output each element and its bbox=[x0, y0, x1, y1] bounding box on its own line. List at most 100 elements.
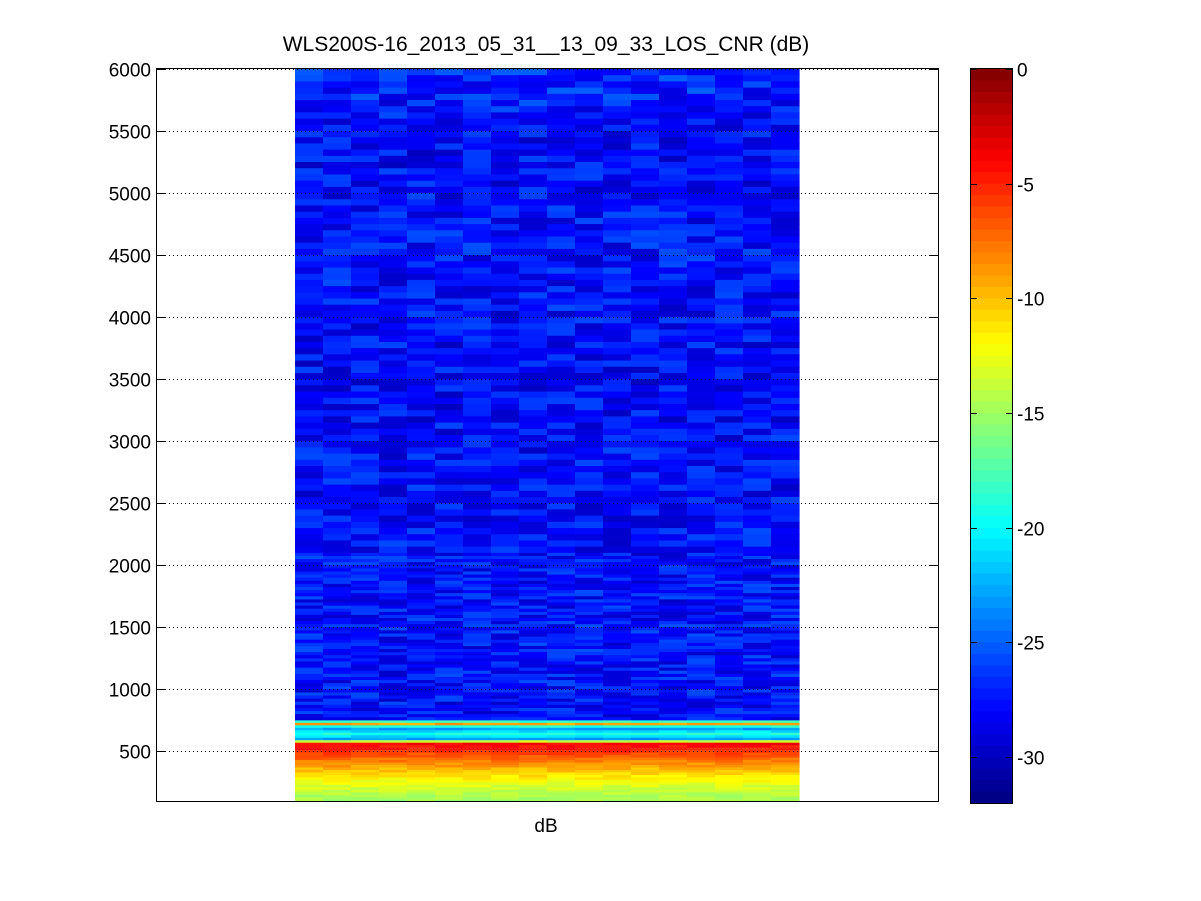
heatmap-cell bbox=[295, 611, 324, 616]
heatmap-cell bbox=[323, 87, 352, 95]
heatmap-cell bbox=[603, 727, 632, 731]
heatmap-cell bbox=[687, 568, 716, 573]
heatmap-cell bbox=[575, 565, 604, 569]
heatmap-cell bbox=[519, 248, 548, 256]
heatmap-cell bbox=[743, 416, 772, 424]
heatmap-cell bbox=[715, 735, 744, 739]
heatmap-cell bbox=[743, 459, 772, 467]
heatmap-cell bbox=[519, 515, 548, 523]
heatmap-cell bbox=[603, 574, 632, 579]
heatmap-cell bbox=[323, 118, 352, 126]
heatmap-cell bbox=[547, 642, 576, 647]
heatmap-cell bbox=[631, 742, 660, 746]
heatmap-cell bbox=[435, 571, 464, 576]
heatmap-cell bbox=[575, 81, 604, 89]
heatmap-cell bbox=[351, 490, 380, 498]
heatmap-cell bbox=[575, 742, 604, 746]
heatmap-cell bbox=[435, 447, 464, 455]
heatmap-cell bbox=[463, 248, 492, 256]
heatmap-cell bbox=[631, 335, 660, 343]
heatmap-cell bbox=[575, 689, 604, 694]
heatmap-cell bbox=[463, 292, 492, 300]
heatmap-cell bbox=[771, 478, 800, 486]
chart-title: WLS200S-16_2013_05_31__13_09_33_LOS_CNR … bbox=[283, 33, 810, 56]
heatmap-cell bbox=[295, 193, 324, 200]
heatmap-cell bbox=[323, 676, 352, 681]
heatmap-cell bbox=[547, 422, 576, 430]
heatmap-cell bbox=[771, 329, 800, 337]
heatmap-cell bbox=[463, 624, 492, 628]
heatmap-cell bbox=[463, 765, 492, 769]
heatmap-cell bbox=[323, 515, 352, 523]
heatmap-cell bbox=[351, 686, 380, 690]
heatmap-cell bbox=[491, 614, 520, 619]
heatmap-cell bbox=[463, 521, 492, 529]
heatmap-cell bbox=[407, 608, 436, 613]
heatmap-cell bbox=[659, 636, 688, 641]
heatmap-cell bbox=[659, 472, 688, 480]
colorbar-tick-label: -25 bbox=[1017, 634, 1044, 655]
heatmap-cell bbox=[631, 574, 660, 579]
heatmap-cell bbox=[407, 124, 436, 132]
heatmap-cell bbox=[743, 435, 772, 442]
heatmap-cell bbox=[547, 605, 576, 610]
heatmap-cell bbox=[631, 695, 660, 700]
heatmap-cell bbox=[743, 769, 772, 774]
heatmap-cell bbox=[351, 360, 380, 368]
heatmap-cell bbox=[603, 534, 632, 542]
heatmap-cell bbox=[547, 267, 576, 275]
heatmap-cell bbox=[351, 453, 380, 461]
heatmap-cell bbox=[491, 725, 520, 729]
heatmap-cell bbox=[407, 717, 436, 721]
heatmap-cell bbox=[407, 767, 436, 771]
heatmap-cell bbox=[603, 725, 632, 729]
heatmap-cell bbox=[519, 767, 548, 771]
heatmap-cell bbox=[435, 767, 464, 771]
heatmap-cell bbox=[295, 366, 324, 374]
heatmap-cell bbox=[323, 722, 352, 726]
heatmap-cell bbox=[407, 605, 436, 610]
heatmap-cell bbox=[491, 652, 520, 656]
heatmap-cell bbox=[379, 329, 408, 337]
heatmap-cell bbox=[435, 335, 464, 343]
heatmap-cell bbox=[407, 403, 436, 411]
heatmap-cell bbox=[771, 174, 800, 182]
heatmap-cell bbox=[715, 722, 744, 726]
heatmap-cell bbox=[687, 385, 716, 393]
colorbar-swatch bbox=[971, 780, 1012, 793]
heatmap-cell bbox=[519, 230, 548, 238]
heatmap-cell bbox=[659, 732, 688, 736]
heatmap-cell bbox=[547, 385, 576, 393]
heatmap-cell bbox=[519, 447, 548, 455]
heatmap-cell bbox=[463, 335, 492, 343]
heatmap-cell bbox=[715, 447, 744, 455]
heatmap-cell bbox=[547, 416, 576, 424]
heatmap-cell bbox=[463, 341, 492, 349]
heatmap-cell bbox=[631, 149, 660, 157]
heatmap-cell bbox=[407, 366, 436, 374]
heatmap-cell bbox=[743, 472, 772, 480]
heatmap-cell bbox=[379, 707, 408, 712]
heatmap-cell bbox=[463, 490, 492, 498]
heatmap-cell bbox=[379, 168, 408, 176]
heatmap-cell bbox=[715, 794, 744, 798]
heatmap-cell bbox=[603, 540, 632, 548]
colorbar-swatch bbox=[971, 768, 1012, 781]
heatmap-cell bbox=[715, 590, 744, 594]
heatmap-cell bbox=[351, 670, 380, 675]
heatmap-cell bbox=[407, 503, 436, 511]
heatmap-cell bbox=[435, 689, 464, 694]
heatmap-cell bbox=[407, 490, 436, 498]
heatmap-cell bbox=[351, 787, 380, 791]
heatmap-cell bbox=[323, 335, 352, 343]
heatmap-cell bbox=[575, 236, 604, 244]
heatmap-cell bbox=[519, 93, 548, 101]
heatmap-cell bbox=[351, 484, 380, 492]
heatmap-cell bbox=[771, 745, 800, 749]
heatmap-cell bbox=[659, 540, 688, 548]
heatmap-cell bbox=[603, 571, 632, 576]
heatmap-cell bbox=[743, 360, 772, 368]
heatmap-cell bbox=[547, 472, 576, 480]
heatmap-cell bbox=[379, 745, 408, 749]
heatmap-cell bbox=[323, 180, 352, 188]
